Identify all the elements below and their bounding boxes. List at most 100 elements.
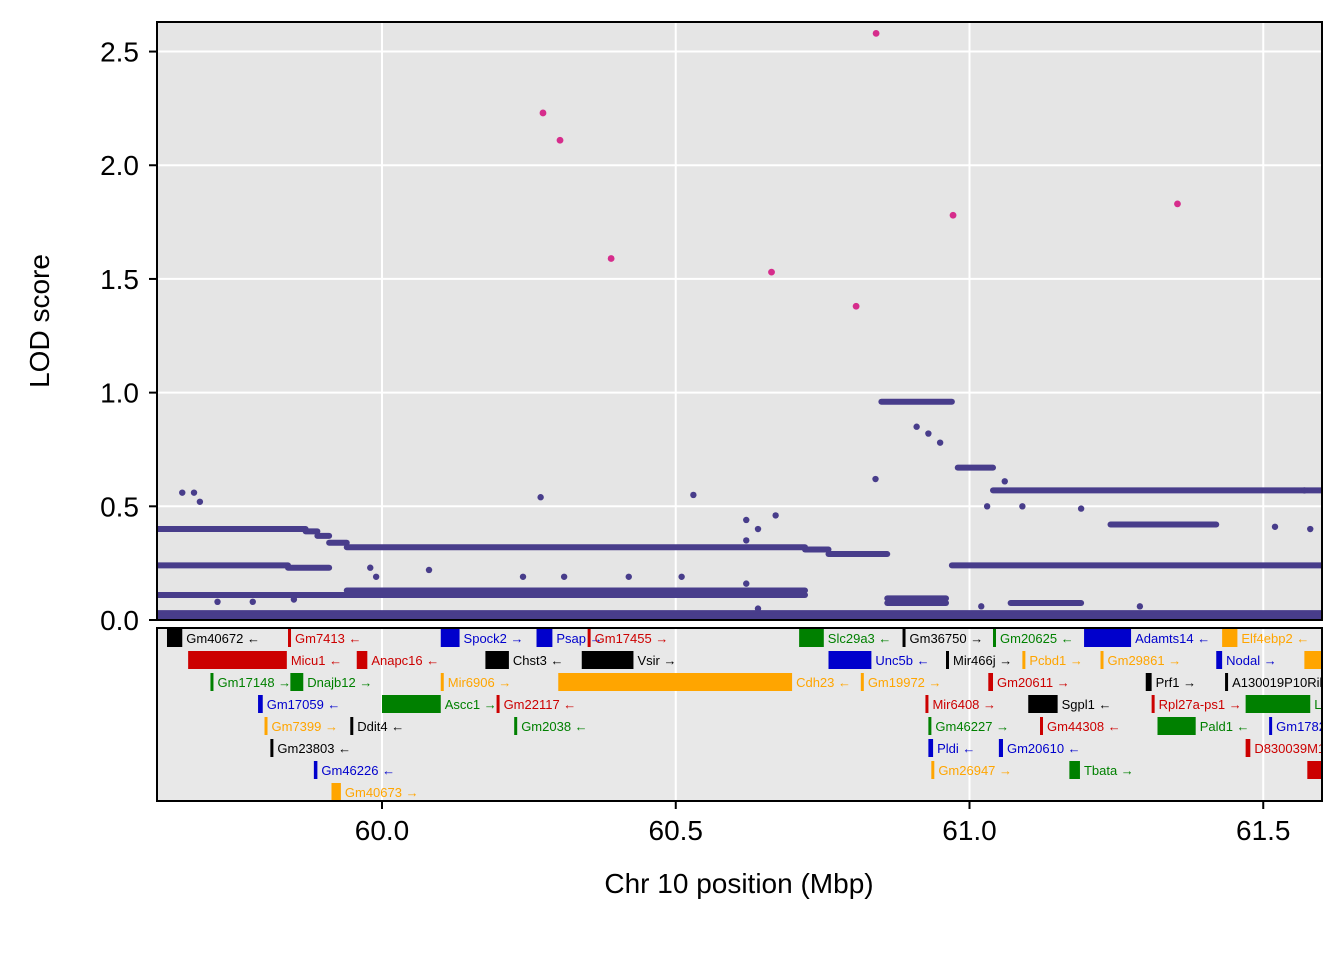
gene-label: Pldi ←	[937, 741, 975, 756]
lod-highlight-point	[607, 255, 615, 262]
gene-block	[860, 673, 864, 691]
gene-block	[1245, 739, 1251, 757]
gene-label: Gm2038 ←	[521, 719, 587, 734]
gene-label: Gm40672 ←	[186, 631, 260, 646]
lod-point	[743, 537, 750, 544]
gene-block	[536, 629, 553, 647]
lod-point	[519, 573, 527, 580]
lod-point	[625, 573, 632, 580]
gene-block	[1269, 717, 1273, 735]
gene-label: A130019P10Rik	[1232, 675, 1326, 690]
lod-highlight-point	[872, 29, 880, 37]
gene-block	[828, 651, 872, 669]
lod-highlight-point	[1174, 200, 1181, 208]
gene-label: Slc29a3 ←	[828, 631, 892, 646]
gene-block	[1022, 651, 1026, 669]
gene-label: Spock2 →	[464, 631, 524, 646]
lod-point	[925, 430, 932, 437]
gene-block	[166, 629, 183, 647]
gene-label: Ascc1 →	[445, 697, 497, 712]
lod-point	[1301, 487, 1308, 494]
gene-block	[356, 651, 368, 669]
gene-block	[925, 695, 929, 713]
gene-block	[288, 629, 292, 647]
lod-point	[678, 573, 685, 580]
gene-label: Gm46226 ←	[321, 763, 395, 778]
gene-block	[485, 651, 509, 669]
lod-highlight-series	[539, 29, 1181, 310]
lod-point	[743, 516, 750, 524]
gene-block	[1040, 717, 1044, 735]
gene-label: Gm22117 ←	[504, 697, 577, 712]
y-tick-label: 1.5	[100, 264, 139, 295]
gene-block	[350, 717, 354, 735]
x-tick-label: 61.0	[942, 815, 997, 846]
gene-label: Gm20611 →	[997, 675, 1070, 690]
lod-highlight-point	[949, 211, 957, 219]
gene-label: D830039M14Rik	[1254, 741, 1344, 756]
gene-block	[988, 673, 994, 691]
gene-block	[998, 739, 1003, 757]
gene-track: Gm40672 ← Gm7413 ← Spock2 → Psap →Gm17455 →…	[166, 629, 1344, 801]
gene-block	[440, 629, 460, 647]
lod-band-series	[157, 398, 1322, 620]
gene-block	[1222, 629, 1238, 647]
gene-block	[928, 717, 932, 735]
gene-block	[993, 629, 997, 647]
gene-block	[210, 673, 214, 691]
gene-block	[902, 629, 906, 647]
gene-block	[1100, 651, 1104, 669]
lod-point	[1136, 603, 1144, 610]
gene-label: Prf1 →	[1156, 675, 1196, 690]
gene-label: Gm46227 →	[935, 719, 1009, 734]
lod-panel-background	[157, 22, 1322, 620]
gene-label: Sgpl1 ←	[1062, 697, 1112, 712]
gene-label: Gm17059 ←	[267, 697, 341, 712]
gene-label: Gm23803 ←	[277, 741, 351, 756]
gene-block	[1145, 673, 1152, 691]
gene-block	[382, 695, 441, 713]
lod-point	[743, 580, 750, 587]
gene-panel-gridlines	[381, 628, 1265, 801]
gene-label: Tbata →	[1084, 763, 1134, 778]
lod-point	[1077, 505, 1085, 512]
lod-highlight-point	[768, 268, 775, 276]
lod-highlight-point	[556, 136, 564, 144]
gene-label: Gm36750 →	[910, 631, 984, 646]
x-tick-label: 60.0	[355, 815, 410, 846]
gene-block	[1307, 761, 1322, 779]
gene-block	[799, 629, 824, 647]
gene-label: Gm19972 →	[868, 675, 942, 690]
x-axis-label: Chr 10 position (Mbp)	[604, 868, 873, 899]
gene-block	[558, 673, 793, 691]
gene-label: Dnajb12 →	[307, 675, 372, 690]
lod-point	[372, 573, 380, 580]
gene-block	[331, 783, 341, 801]
gene-block	[258, 695, 263, 713]
lod-point	[367, 564, 374, 571]
x-tick-label: 61.5	[1236, 815, 1291, 846]
gene-label: Nodal →	[1226, 653, 1277, 668]
gene-block	[1225, 673, 1229, 691]
lod-point	[190, 489, 198, 496]
gene-label: Vsir →	[637, 653, 676, 668]
lod-point	[425, 566, 433, 574]
lod-scatter-series	[179, 423, 1314, 612]
y-tick-label: 0.5	[100, 491, 139, 522]
lod-highlight-point	[852, 302, 860, 310]
lod-point	[290, 596, 298, 603]
gene-label: Mir6906 →	[448, 675, 512, 690]
gene-block	[928, 739, 934, 757]
gene-label: Pald1 ←	[1200, 719, 1250, 734]
gene-block	[1216, 651, 1223, 669]
gene-block	[514, 717, 518, 735]
gene-block	[587, 629, 591, 647]
gene-label: Elf4ebp2 ←	[1241, 631, 1309, 646]
gene-label: Ddit4 ←	[357, 719, 404, 734]
gene-label: Gm7413 ←	[295, 631, 361, 646]
gene-label: Gm17455 →	[595, 631, 669, 646]
lod-point	[936, 439, 944, 446]
gene-block	[1157, 717, 1196, 735]
y-axis-label: LOD score	[24, 254, 55, 388]
